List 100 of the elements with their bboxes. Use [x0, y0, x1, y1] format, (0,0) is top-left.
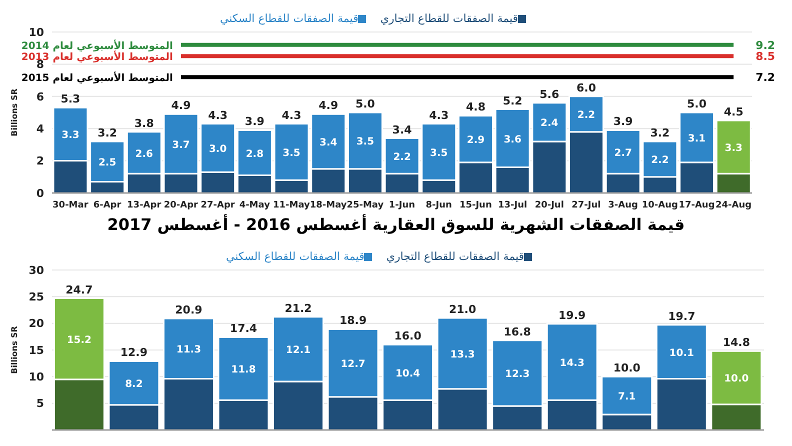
data-label: 3.4 — [320, 137, 338, 148]
x-tick-label: 20-Jul — [534, 200, 564, 210]
data-label: 2.7 — [614, 148, 632, 159]
data-label: 2.2 — [577, 110, 596, 122]
total-label: 5.0 — [687, 98, 707, 110]
legend-label: قيمة الصفقات للقطاع التجاري — [386, 250, 524, 263]
data-label: 2.6 — [135, 148, 154, 160]
total-label: 4.9 — [171, 99, 191, 112]
total-label: 16.0 — [394, 330, 422, 343]
data-label: 3.6 — [504, 134, 522, 146]
data-label: 12.7 — [340, 359, 366, 370]
total-label: 6.0 — [576, 81, 596, 94]
x-tick-label: 8-Jun — [426, 200, 452, 210]
data-label: 3.5 — [430, 148, 448, 159]
y-axis-title: Billions SR — [10, 88, 19, 136]
data-label: 3.0 — [208, 144, 227, 155]
x-tick-label: 13-Apr — [127, 200, 162, 210]
data-label: 3.3 — [724, 143, 743, 154]
total-label: 19.9 — [558, 308, 586, 322]
data-label: 15.2 — [66, 334, 92, 346]
x-tick-label: 10-Aug — [642, 200, 678, 210]
x-tick-label: 25-May — [346, 200, 384, 210]
data-label: 3.7 — [172, 140, 190, 151]
total-label: 3.9 — [244, 115, 264, 128]
data-label: 7.1 — [618, 392, 636, 403]
y-tick-label: 0 — [36, 186, 44, 200]
total-label: 5.6 — [540, 88, 560, 101]
ref-line-label: المتوسط الأسبوعي لعام 2014 — [21, 38, 173, 52]
y-tick-label: 20 — [28, 317, 44, 330]
total-label: 3.4 — [392, 123, 412, 136]
y-tick-label: 5 — [36, 397, 44, 410]
data-label: 11.8 — [231, 364, 256, 376]
total-label: 18.9 — [339, 314, 367, 328]
x-tick-label: 11-May — [273, 200, 310, 210]
total-label: 3.2 — [98, 126, 118, 140]
x-tick-label: 13-Jul — [498, 200, 528, 210]
total-label: 20.9 — [175, 304, 202, 317]
text: 8.5 — [756, 50, 776, 64]
total-label: 3.9 — [613, 115, 633, 128]
legend-label: قيمة الصفقات للقطاع السكني — [220, 12, 358, 25]
text: 9.2 — [756, 38, 776, 52]
total-label: 5.2 — [502, 94, 522, 108]
total-label: 24.7 — [66, 283, 93, 296]
total-label: 21.2 — [284, 302, 312, 315]
chart-title: قيمة الصفقات الشهرية للسوق العقارية أغسطس 2016 - أغسطس 2017 — [106, 215, 686, 234]
data-label: 13.3 — [450, 349, 475, 360]
y-tick-label: 10 — [28, 26, 44, 39]
data-label: 2.5 — [98, 158, 116, 169]
total-label: 21.0 — [449, 303, 476, 316]
total-label: 19.7 — [668, 310, 696, 323]
text: 7.2 — [756, 71, 776, 84]
total-label: 4.8 — [466, 100, 486, 114]
ref-line-label: المتوسط الأسبوعي لعام 2015 — [21, 71, 173, 84]
x-tick-label: 18-May — [310, 200, 347, 210]
total-label: 14.8 — [722, 336, 750, 350]
total-label: 3.8 — [134, 116, 154, 130]
total-label: 3.2 — [650, 126, 670, 140]
data-label: 10.0 — [724, 374, 749, 385]
x-tick-label: 30-Mar — [52, 200, 89, 210]
x-tick-label: 17-Aug — [678, 200, 715, 210]
total-label: 10.0 — [613, 362, 641, 375]
data-label: 3.5 — [356, 136, 374, 148]
total-label: 17.4 — [230, 322, 258, 336]
data-label: 3.3 — [62, 130, 80, 142]
total-label: 4.3 — [429, 108, 449, 122]
y-tick-label: 10 — [28, 370, 44, 384]
x-tick-label: 3-Aug — [608, 200, 638, 210]
y-tick-label: 2 — [36, 154, 44, 168]
data-label: 10.4 — [395, 368, 420, 380]
x-tick-label: 15-Jun — [459, 200, 492, 210]
data-label: 2.2 — [651, 155, 669, 166]
data-label: 2.2 — [393, 152, 411, 163]
data-label: 2.8 — [246, 148, 264, 160]
total-label: 4.3 — [208, 108, 228, 122]
x-tick-label: 27-Apr — [200, 200, 236, 210]
data-label: 3.1 — [688, 133, 706, 144]
total-label: 4.3 — [282, 108, 302, 122]
total-label: 5.3 — [60, 92, 80, 106]
data-label: 10.1 — [669, 348, 694, 359]
y-tick-label: 25 — [28, 290, 44, 304]
data-label: 3.5 — [282, 148, 300, 159]
data-label: 12.3 — [505, 369, 530, 380]
data-label: 2.4 — [540, 118, 558, 130]
y-axis-title: Billions SR — [10, 326, 19, 374]
total-label: 12.9 — [120, 346, 148, 360]
total-label: 16.8 — [504, 325, 531, 338]
y-tick-label: 6 — [36, 90, 44, 104]
x-tick-label: 24-Aug — [716, 200, 752, 210]
x-tick-label: 4-May — [239, 200, 270, 210]
x-tick-label: 27-Jul — [572, 200, 601, 210]
data-label: 8.2 — [125, 379, 143, 390]
data-label: 12.1 — [286, 345, 311, 356]
legend-label: قيمة الصفقات للقطاع السكني — [226, 250, 364, 263]
x-tick-label: 1-Jun — [388, 200, 416, 210]
x-tick-label: 6-Apr — [93, 200, 122, 210]
y-tick-label: 4 — [36, 122, 44, 136]
data-label: 2.9 — [466, 135, 485, 146]
y-tick-label: 15 — [28, 344, 44, 357]
total-label: 5.0 — [355, 98, 376, 110]
legend-label: قيمة الصفقات للقطاع التجاري — [380, 12, 518, 25]
